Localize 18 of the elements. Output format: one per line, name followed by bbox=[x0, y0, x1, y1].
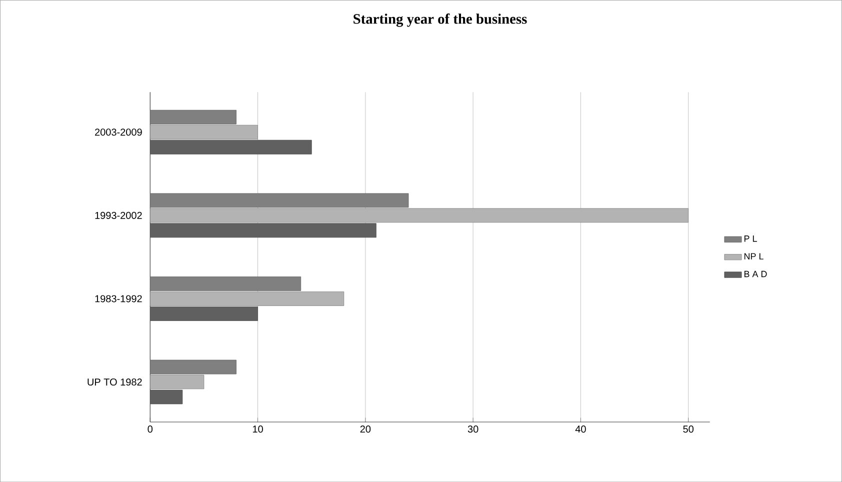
y-tick-label: 1993-2002 bbox=[95, 212, 142, 219]
chart-title: Starting year of the business bbox=[354, 13, 527, 27]
x-tick-label: 10 bbox=[252, 425, 263, 433]
legend-label: P L bbox=[744, 235, 757, 242]
bar bbox=[150, 223, 376, 238]
x-tick-label: 30 bbox=[468, 425, 478, 433]
y-tick-label: UP TO 1982 bbox=[88, 378, 142, 386]
legend-label: NP L bbox=[744, 253, 764, 260]
x-tick-label: 50 bbox=[683, 425, 694, 433]
bar bbox=[150, 390, 183, 404]
y-tick-label: 1983-1992 bbox=[95, 295, 142, 302]
x-tick-label: 20 bbox=[360, 425, 371, 433]
x-tick-label: 40 bbox=[575, 425, 586, 433]
legend-label: B A D bbox=[744, 270, 767, 278]
bar bbox=[150, 140, 312, 154]
bar bbox=[150, 306, 258, 321]
x-tick-label: 0 bbox=[148, 425, 153, 433]
y-tick-label: 2003-2009 bbox=[95, 128, 142, 136]
